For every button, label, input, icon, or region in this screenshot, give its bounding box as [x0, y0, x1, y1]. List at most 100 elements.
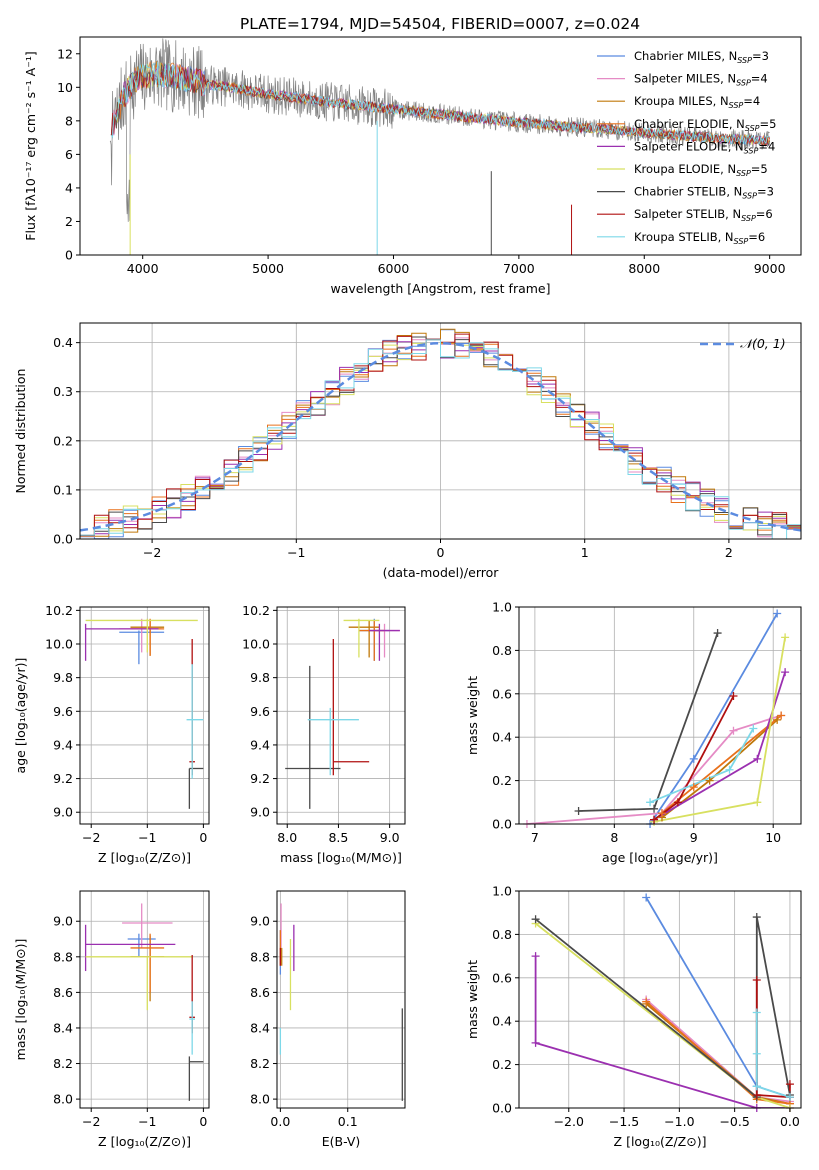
- legend-label: Chabrier STELIB, NSSP=3: [634, 185, 774, 201]
- legend-label: Salpeter STELIB, NSSP=6: [634, 207, 773, 223]
- y-tick-label: 1.0: [492, 884, 512, 899]
- y-tick-label: 0.0: [492, 1101, 512, 1116]
- x-tick-label: −2: [143, 545, 161, 560]
- mass-weight-marker: [729, 691, 738, 700]
- y-axis-label: Normed distribution: [13, 369, 28, 494]
- x-axis-label: wavelength [Angstrom, rest frame]: [330, 281, 550, 296]
- mass-weight-marker: [705, 776, 714, 785]
- residual-histogram-panel: −2 −1 0 1 2 0.0 0.1 0.2 0.3 0.4 (data-model)/error…: [13, 322, 802, 580]
- age-vs-metallicity-panel: −2 −1 0 9.0 9.2 9.4 9.6 9.8 10.0 10.2 Z [log₁₀(Z/Z…: [13, 603, 210, 865]
- mass-weight-marker: [781, 668, 790, 677]
- plot-area: [526, 613, 786, 824]
- x-tick-label: −2.0: [554, 1114, 584, 1129]
- x-tick-label: −1: [287, 545, 305, 560]
- mass-weight-marker: [646, 798, 655, 807]
- mass-weight-marker: [642, 893, 651, 902]
- legend-label: Kroupa ELODIE, NSSP=5: [634, 162, 768, 178]
- x-tick-label: 0.0: [780, 1114, 800, 1129]
- y-tick-label: 9.8: [53, 670, 73, 685]
- mass-weight-marker: [749, 724, 758, 733]
- y-tick-label: 8.0: [250, 1092, 270, 1107]
- age-vs-mass-panel: 8.0 8.5 9.0 9.0 9.2 9.4 9.6 9.8 10.0 10.2 mass [lo…: [242, 603, 406, 865]
- y-tick-label: 10.2: [45, 603, 73, 618]
- x-tick-label: 6000: [378, 261, 410, 276]
- legend-label: Kroupa MILES, NSSP=4: [634, 94, 760, 110]
- y-tick-label: 0.3: [53, 384, 73, 399]
- mass-weight-series: [526, 714, 782, 824]
- mass-weight-marker: [752, 1049, 761, 1058]
- x-tick-label: 5000: [252, 261, 284, 276]
- y-tick-label: 8: [65, 113, 73, 128]
- x-tick-label: 8000: [628, 261, 660, 276]
- y-tick-label: 8.0: [53, 1092, 73, 1107]
- x-tick-label: 8: [610, 830, 618, 845]
- mass-weight-marker: [689, 754, 698, 763]
- y-tick-label: 10.0: [45, 637, 73, 652]
- y-tick-label: 10.2: [242, 603, 270, 618]
- axes-frame: [79, 890, 210, 1109]
- mass-weight-series: [755, 980, 791, 1099]
- y-axis-label: mass [log₁₀(M/M⊙)]: [13, 939, 28, 1061]
- x-tick-label: 9.0: [380, 830, 400, 845]
- x-tick-label: 1: [581, 545, 589, 560]
- y-tick-label: 0.8: [492, 927, 512, 942]
- y-tick-label: 0.1: [53, 482, 73, 497]
- mass-weight-marker: [753, 798, 762, 807]
- spectrum-legend: Chabrier MILES, NSSP=3 Salpeter MILES, NS…: [597, 49, 776, 246]
- x-tick-label: 10: [765, 830, 781, 845]
- mass-weight-series: [534, 956, 790, 1108]
- mass-weight-marker: [773, 609, 782, 618]
- x-axis-label: mass [log₁₀(M/M⊙)]: [280, 850, 402, 865]
- y-tick-label: 9.0: [250, 914, 270, 929]
- mass-weight-marker: [752, 1082, 761, 1091]
- y-tick-label: 0.2: [492, 773, 512, 788]
- x-tick-label: −1: [138, 1114, 156, 1129]
- y-tick-label: 1.0: [492, 600, 512, 615]
- x-tick-label: 0: [437, 545, 445, 560]
- figure-title: PLATE=1794, MJD=54504, FIBERID=0007, z=0…: [240, 15, 640, 33]
- y-tick-label: 9.4: [250, 737, 270, 752]
- mass-weight-marker: [777, 711, 786, 720]
- mass-weight-marker: [729, 726, 738, 735]
- x-tick-label: −2: [82, 1114, 100, 1129]
- x-axis-label: Z [log₁₀(Z/Z⊙)]: [98, 1134, 191, 1149]
- x-tick-label: 0: [199, 1114, 207, 1129]
- y-tick-label: 9.6: [250, 704, 270, 719]
- plot-area: [534, 897, 791, 1108]
- residual-histogram: [80, 328, 801, 537]
- x-tick-label: 8.5: [328, 830, 348, 845]
- massweight-vs-metallicity-panel: −2.0 −1.5 −1.0 −0.5 0.0 0.0 0.2 0.4 0.6 0.8 1.0 Z […: [465, 884, 802, 1149]
- mass-weight-marker: [753, 754, 762, 763]
- mass-weight-marker: [752, 1090, 761, 1099]
- y-tick-label: 0.6: [492, 686, 512, 701]
- x-tick-label: −2: [82, 830, 100, 845]
- y-tick-label: 9.0: [250, 805, 270, 820]
- y-tick-label: 10.0: [242, 637, 270, 652]
- x-tick-label: 8.0: [277, 830, 297, 845]
- mass-weight-series: [535, 916, 791, 1100]
- mass-vs-ebv-panel: 0.0 0.1 8.0 8.2 8.4 8.6 8.8 9.0 E(B-V): [250, 890, 406, 1149]
- x-axis-label: Z [log₁₀(Z/Z⊙)]: [614, 1134, 707, 1149]
- y-tick-label: 8.8: [250, 949, 270, 964]
- plot-area: [109, 38, 771, 255]
- y-tick-label: 8.8: [53, 949, 73, 964]
- y-tick-label: 9.2: [250, 771, 270, 786]
- y-tick-label: 10: [57, 80, 73, 95]
- plot-area: [279, 903, 403, 1101]
- x-tick-label: 2: [725, 545, 733, 560]
- axes-frame: [276, 890, 406, 1109]
- x-tick-label: 0: [199, 830, 207, 845]
- mass-weight-marker: [773, 715, 782, 724]
- mass-weight-marker: [752, 913, 761, 922]
- mass-weight-series: [645, 1001, 791, 1105]
- x-tick-label: 0.0: [270, 1114, 290, 1129]
- y-tick-label: 0.4: [492, 1014, 512, 1029]
- plot-area: [84, 618, 204, 809]
- x-axis-label: (data-model)/error: [383, 565, 500, 580]
- legend-label: 𝒩(0, 1): [740, 336, 786, 351]
- axes-frame: [276, 606, 406, 825]
- legend-label: Chabrier MILES, NSSP=3: [634, 49, 769, 65]
- y-tick-label: 8.6: [53, 985, 73, 1000]
- mass-weight-series: [645, 998, 791, 1103]
